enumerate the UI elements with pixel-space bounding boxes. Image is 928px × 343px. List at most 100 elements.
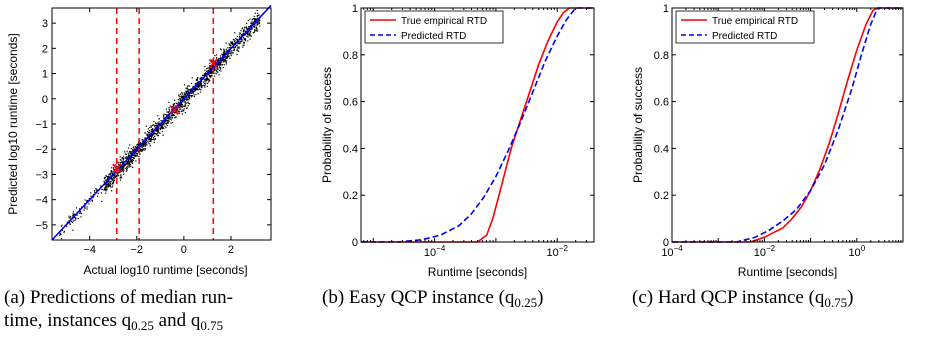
scatter-point [176,108,178,110]
scatter-point [125,170,128,172]
scatter-point [212,64,214,67]
scatter-point [219,61,221,63]
scatter-point [79,210,81,213]
scatter-point [234,40,236,42]
scatter-point [80,216,82,218]
scatter-point [249,28,251,30]
scatter-point [84,205,86,207]
scatter-point [162,122,164,124]
scatter-point [188,98,190,100]
scatter-point [106,176,108,178]
scatter-point [172,114,174,117]
scatter-point [114,176,117,178]
scatter-point [178,112,181,114]
scatter-point [243,37,245,39]
scatter-point [113,168,115,170]
y-tick-label: 0.8 [654,50,669,62]
scatter-point [111,186,113,188]
scatter-point [228,56,230,58]
scatter-point [203,84,205,86]
series-line [672,7,903,243]
scatter-point [90,192,92,194]
scatter-point [205,82,207,84]
scatter-point [152,133,154,135]
scatter-point [168,120,170,122]
scatter-point [122,159,124,161]
scatter-point [149,132,151,134]
scatter-point [117,171,119,173]
scatter-point [123,173,125,175]
scatter-point [191,77,193,79]
scatter-point [161,127,163,129]
scatter-point [254,12,256,14]
scatter-point [218,64,220,66]
scatter-point [161,123,163,125]
scatter-point [94,190,96,192]
scatter-point [153,137,155,139]
scatter-point [69,223,71,225]
scatter-point [73,214,75,216]
scatter-point [182,105,184,107]
scatter-point [244,39,246,41]
scatter-point [234,46,236,48]
scatter-point [225,63,227,65]
scatter-point [172,105,174,107]
scatter-point [228,55,230,57]
scatter-point [230,42,232,44]
scatter-point [121,161,123,163]
scatter-point [68,217,70,219]
scatter-point [109,186,111,188]
scatter-point [169,105,171,107]
scatter-point [234,39,236,41]
scatter-point [257,12,259,15]
scatter-point [152,128,154,130]
scatter-point [247,20,249,22]
scatter-point [117,161,119,163]
scatter-point [104,178,106,180]
scatter-point [145,142,148,144]
scatter-point [185,90,187,92]
scatter-point [163,113,165,115]
scatter-point [251,26,253,28]
scatter-point [164,121,166,123]
scatter-point [129,157,131,159]
scatter-point [184,101,186,103]
scatter-point [175,102,178,104]
scatter-point [184,103,186,105]
scatter-point [216,64,219,66]
scatter-point [217,62,219,65]
scatter-point [61,229,63,231]
scatter-point [236,48,238,50]
scatter-point [180,97,182,99]
scatter-point [147,140,149,142]
scatter-point [139,146,141,148]
scatter-point [152,124,154,126]
scatter-point [170,119,173,121]
y-tick-label: 2 [42,43,48,55]
scatter-point [179,106,181,108]
scatter-point [187,85,189,87]
scatter-point [163,115,165,117]
scatter-point [107,185,109,187]
scatter-point [109,172,111,174]
y-tick-label: 0.6 [343,97,358,109]
scatter-point [112,181,115,183]
scatter-point [183,84,186,86]
x-tick-label: 10−2 [754,244,776,259]
scatter-point [209,65,211,67]
scatter-point [259,25,261,27]
x-axis-label: Runtime [seconds] [738,265,837,279]
scatter-point [158,121,160,123]
scatter-point [236,49,238,51]
scatter-point [125,153,127,155]
scatter-point [183,100,185,102]
scatter-point [70,220,73,223]
scatter-point [174,99,176,101]
scatter-point [171,117,174,119]
scatter-point [255,27,258,29]
scatter-point [123,169,125,171]
scatter-point [122,156,125,158]
scatter-point [166,118,168,120]
legend: True empirical RTD Predicted RTD [675,10,815,44]
scatter-point [187,97,189,99]
